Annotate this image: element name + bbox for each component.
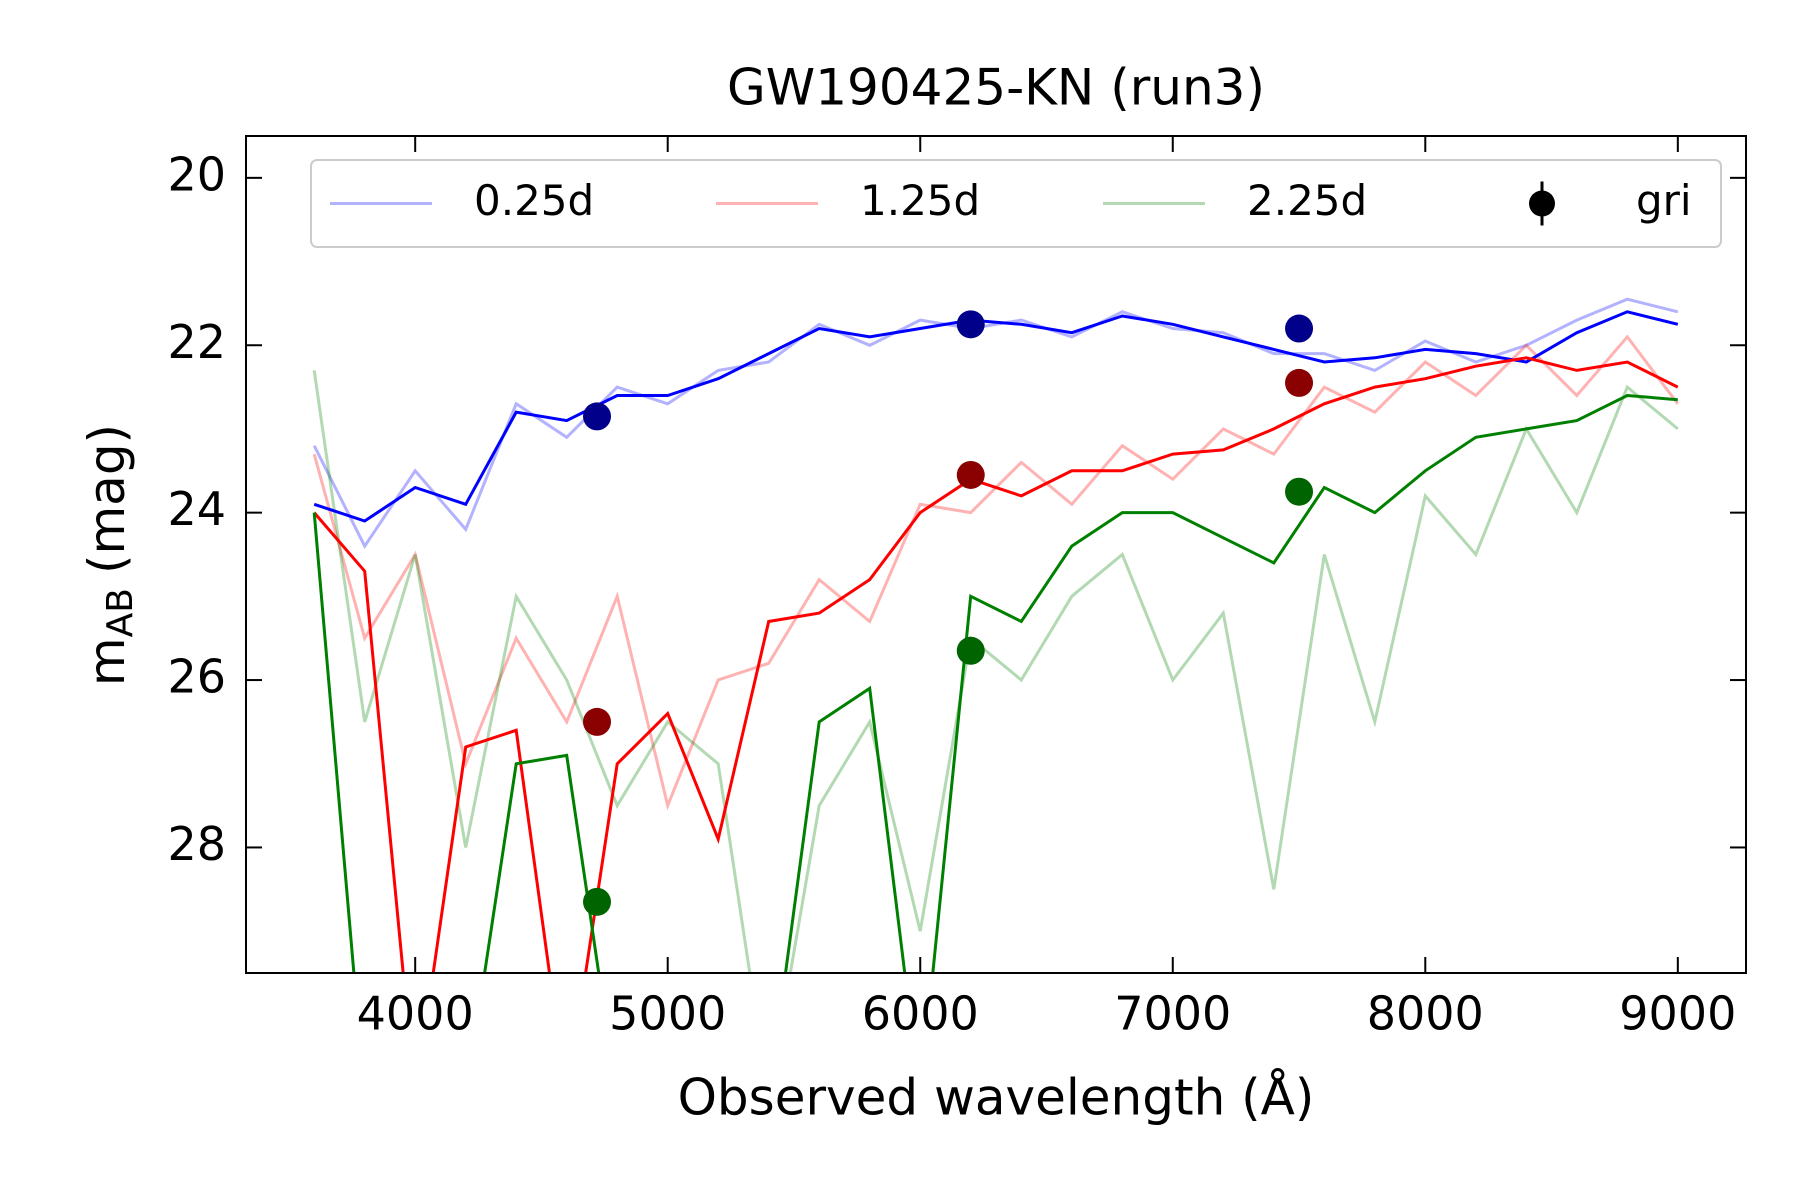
binned-line xyxy=(312,393,1678,973)
y-tick-label: 24 xyxy=(167,482,226,536)
photometry-point xyxy=(1285,314,1314,343)
binned-line xyxy=(313,310,1679,523)
legend-box xyxy=(310,159,1722,248)
y-label-unit: (mag) xyxy=(78,424,136,574)
axes: 4000 5000 6000 7000 8000 9000 20 22 24 26 28 xyxy=(167,135,1747,1041)
x-tick-label: 7000 xyxy=(1114,987,1231,1041)
plot-frame xyxy=(245,135,1747,974)
y-tick-label: 22 xyxy=(167,315,226,369)
photometry-point xyxy=(956,460,985,489)
y-label-main: m xyxy=(78,637,136,686)
photometry-point xyxy=(1285,477,1314,506)
plot-area xyxy=(312,297,1679,973)
photometry-point xyxy=(956,636,985,665)
x-tick-label: 8000 xyxy=(1367,987,1484,1041)
y-axis-label: mAB (mag) xyxy=(78,424,142,686)
legend-label: gri xyxy=(1636,176,1692,225)
legend-marker xyxy=(1529,190,1555,217)
photometry-point xyxy=(583,887,612,916)
x-tick-label: 5000 xyxy=(609,987,726,1041)
binned-line xyxy=(313,356,1679,973)
x-tick-label: 9000 xyxy=(1619,987,1736,1041)
photometry-point xyxy=(583,707,612,736)
x-tick-label: 6000 xyxy=(862,987,979,1041)
x-tick-label: 4000 xyxy=(357,987,474,1041)
x-axis-label: Observed wavelength (Å) xyxy=(678,1069,1315,1127)
y-tick-label: 20 xyxy=(167,147,226,201)
photometry-point xyxy=(1285,368,1314,397)
y-tick-label: 28 xyxy=(167,817,226,871)
photometry-point xyxy=(956,310,985,339)
legend-label: 0.25d xyxy=(474,176,594,225)
legend: 0.25d 1.25d 2.25d gri xyxy=(310,159,1722,248)
spectrum-line xyxy=(312,370,1679,973)
legend-label: 2.25d xyxy=(1247,176,1367,225)
chart-title: GW190425-KN (run3) xyxy=(727,59,1265,117)
y-tick-label: 26 xyxy=(167,650,226,704)
legend-label: 1.25d xyxy=(860,176,980,225)
photometry-point xyxy=(583,402,612,431)
spectrum-line xyxy=(312,297,1679,550)
y-label-sub: AB xyxy=(100,588,141,637)
